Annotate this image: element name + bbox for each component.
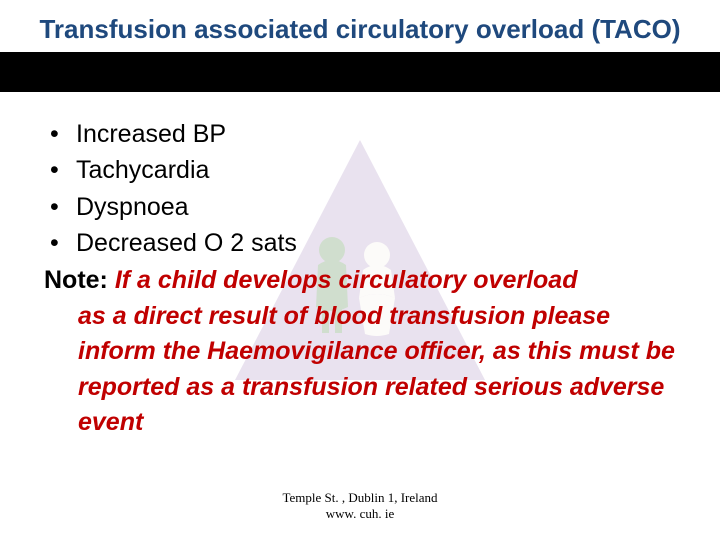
note-label: Note: xyxy=(44,266,108,294)
slide-body: Increased BP Tachycardia Dyspnoea Decrea… xyxy=(44,116,678,441)
slide-footer: Temple St. , Dublin 1, Ireland www. cuh.… xyxy=(0,490,720,523)
note-block: Note: If a child develops circulatory ov… xyxy=(44,263,678,441)
slide-title: Transfusion associated circulatory overl… xyxy=(12,14,708,45)
footer-line2: www. cuh. ie xyxy=(0,506,720,522)
bullet-list: Increased BP Tachycardia Dyspnoea Decrea… xyxy=(44,116,678,261)
note-body-first: If a child develops circulatory overload xyxy=(108,266,578,294)
list-item: Increased BP xyxy=(44,116,678,152)
slide: Transfusion associated circulatory overl… xyxy=(0,0,720,540)
list-item: Dyspnoea xyxy=(44,189,678,225)
list-item: Tachycardia xyxy=(44,152,678,188)
list-item: Decreased O 2 sats xyxy=(44,225,678,261)
footer-line1: Temple St. , Dublin 1, Ireland xyxy=(0,490,720,506)
separator-bar xyxy=(0,52,720,92)
note-body-rest: as a direct result of blood transfusion … xyxy=(44,299,678,441)
slide-title-container: Transfusion associated circulatory overl… xyxy=(0,14,720,45)
